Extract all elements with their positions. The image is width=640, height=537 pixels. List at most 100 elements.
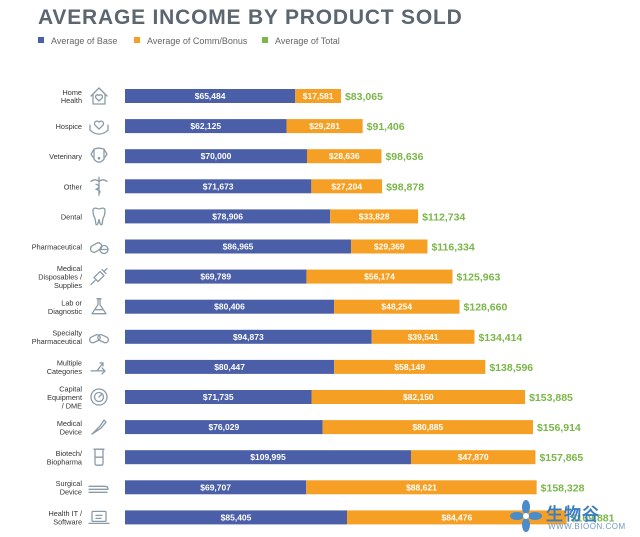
data-label-base: $76,029 (208, 422, 239, 432)
bar-comm-bonus (330, 209, 419, 224)
dog-icon (90, 147, 108, 163)
legend-label-base: Average of Base (51, 36, 118, 46)
syringe-icon (90, 267, 108, 286)
category-label: Pharmaceutical (32, 243, 83, 252)
chart-title: AVERAGE INCOME BY PRODUCT SOLD (38, 6, 463, 29)
bar-base (125, 89, 296, 103)
data-label-base: $69,789 (200, 272, 231, 282)
category-label: Capital Equipment / DME (47, 385, 82, 411)
data-label-comm-bonus: $47,870 (458, 452, 489, 462)
watermark: 生物谷 WWW.BIOON.COM (508, 498, 636, 536)
data-label-total: $91,406 (367, 121, 405, 133)
data-label-comm-bonus: $82,150 (403, 392, 434, 402)
branching-arrows-icon (90, 362, 106, 375)
data-label-total: $158,328 (541, 482, 585, 494)
bar-comm-bonus (307, 149, 382, 164)
data-label-base: $80,447 (214, 362, 245, 372)
data-label-base: $78,906 (212, 211, 243, 221)
tooth-icon (92, 207, 106, 226)
category-label: Veterinary (49, 152, 82, 161)
legend-label-comm-bonus: Average of Comm/Bonus (147, 36, 248, 46)
bar-comm-bonus (322, 420, 533, 435)
bar-comm-bonus (334, 359, 486, 374)
bar-comm-bonus (306, 480, 537, 495)
bar-base (125, 269, 307, 284)
category-label: Health IT / Software (48, 509, 82, 526)
bar-comm-bonus (295, 89, 341, 103)
hands-heart-icon (89, 120, 109, 135)
beaker-icon (93, 448, 105, 466)
pills-icon (89, 242, 109, 255)
bar-base (125, 179, 312, 194)
legend-label-total: Average of Total (275, 36, 340, 46)
category-label: Multiple Categories (47, 359, 83, 376)
data-label-base: $70,000 (201, 151, 232, 161)
category-label: Biotech/Biopharma (47, 449, 83, 466)
data-label-base: $86,965 (223, 242, 254, 252)
data-label-total: $169,881 (571, 512, 615, 524)
data-label-comm-bonus: $33,828 (359, 211, 390, 221)
category-label: Home Health (61, 88, 82, 105)
data-label-comm-bonus: $28,636 (329, 151, 360, 161)
data-label-comm-bonus: $88,621 (406, 482, 437, 492)
category-label: Lab or Diagnostic (48, 299, 83, 316)
data-label-comm-bonus: $29,369 (374, 242, 405, 252)
bar-comm-bonus (371, 329, 475, 344)
legend-swatch-comm-bonus (134, 37, 140, 43)
bar-comm-bonus (311, 179, 383, 194)
data-label-base: $80,406 (214, 302, 245, 312)
category-label: Medical Device (57, 419, 83, 436)
bar-base (125, 329, 372, 344)
bar-comm-bonus (311, 390, 526, 404)
data-label-total: $134,414 (478, 332, 522, 344)
data-label-base: $85,405 (221, 512, 252, 522)
watermark-name: 生物谷 (546, 505, 600, 524)
caduceus-icon (90, 176, 108, 196)
data-label-base: $62,125 (190, 121, 221, 131)
data-label-total: $138,596 (489, 362, 533, 374)
scalpel-icon (91, 419, 107, 435)
house-heart-icon (90, 87, 108, 105)
data-label-total: $112,734 (422, 211, 465, 223)
data-label-base: $69,707 (200, 482, 231, 492)
data-label-total: $98,636 (385, 151, 423, 163)
bar-comm-bonus (334, 299, 460, 314)
legend-swatch-base (38, 37, 44, 43)
category-label: Hospice (56, 122, 82, 131)
category-label: Dental (61, 212, 82, 221)
bar-base (125, 390, 312, 404)
surgical-tool-icon (88, 485, 109, 493)
bar-base (125, 239, 352, 254)
bar-base (125, 420, 323, 435)
data-label-comm-bonus: $58,149 (394, 362, 425, 372)
bar-comm-bonus (306, 269, 453, 284)
category-label: Specialty Pharmaceutical (32, 329, 83, 346)
data-label-base: $94,873 (233, 332, 264, 342)
data-label-total: $156,914 (537, 422, 581, 434)
data-label-base: $65,484 (195, 91, 226, 101)
data-label-base: $71,735 (203, 392, 234, 402)
data-label-comm-bonus: $27,204 (331, 181, 362, 191)
legend-item-total: Average of Total (262, 36, 340, 46)
legend-item-comm-bonus: Average of Comm/Bonus (134, 36, 247, 46)
data-label-total: $157,865 (539, 452, 583, 464)
bar-base (125, 299, 335, 314)
data-label-total: $153,885 (529, 392, 573, 404)
legend-item-base: Average of Base (38, 36, 117, 46)
data-label-comm-bonus: $80,885 (412, 422, 443, 432)
data-label-comm-bonus: $17,581 (303, 91, 334, 101)
watermark-url: WWW.BIOON.COM (548, 522, 626, 531)
data-label-comm-bonus: $29,281 (309, 121, 340, 131)
bar-base (125, 119, 287, 134)
bar-comm-bonus (351, 239, 428, 254)
data-label-total: $125,963 (457, 272, 501, 284)
category-label: Surgical Device (56, 479, 83, 496)
data-label-base: $109,995 (250, 452, 286, 462)
data-label-total: $116,334 (431, 242, 474, 254)
data-label-total: $128,660 (464, 302, 508, 314)
data-label-comm-bonus: $84,476 (442, 512, 473, 522)
bar-base (125, 149, 307, 164)
data-label-base: $71,673 (203, 181, 234, 191)
data-label-comm-bonus: $56,174 (364, 272, 395, 282)
